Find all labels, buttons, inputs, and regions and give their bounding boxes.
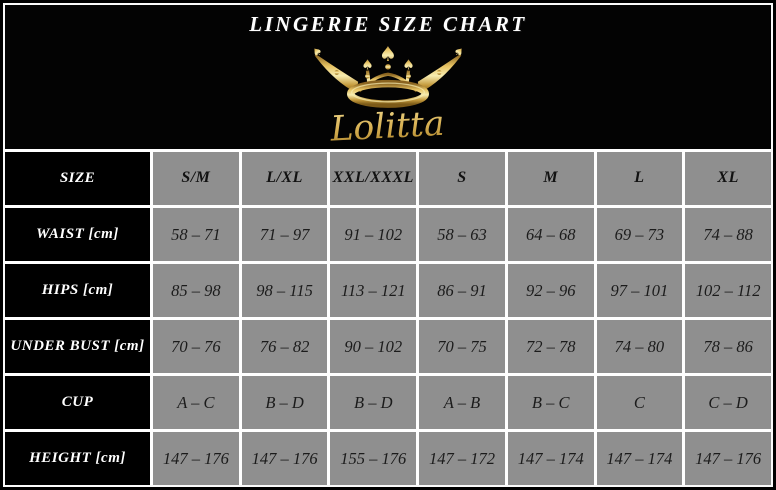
table-cell: 147 – 176 xyxy=(153,432,239,485)
column-header: M xyxy=(507,152,594,205)
table-cell: 74 – 88 xyxy=(685,208,771,261)
table-cell: 97 – 101 xyxy=(596,264,683,317)
column-header: L/XL xyxy=(241,152,328,205)
spade-finial-icon: ♠ xyxy=(309,44,325,60)
column-header: S/M xyxy=(153,152,239,205)
table-cell: 58 – 63 xyxy=(419,208,505,261)
table-cell: 85 – 98 xyxy=(153,264,239,317)
row-label-under-bust: UNDER BUST [cm] xyxy=(5,320,150,373)
table-cell: 58 – 71 xyxy=(153,208,239,261)
table-cell: 155 – 176 xyxy=(330,432,417,485)
table-cell: B – D xyxy=(241,376,328,429)
page-title: LINGERIE SIZE CHART xyxy=(249,12,527,36)
table-cell: A – C xyxy=(153,376,239,429)
column-header: S xyxy=(419,152,505,205)
row-label-cup: CUP xyxy=(5,376,150,429)
table-cell: 90 – 102 xyxy=(330,320,417,373)
spade-finial-icon: ♠ xyxy=(361,58,374,74)
table-cell: B – C xyxy=(507,376,594,429)
chart-header: LINGERIE SIZE CHART xyxy=(5,5,771,149)
brand-name: Lolitta xyxy=(329,104,446,147)
row-label-waist: WAIST [cm] xyxy=(5,208,150,261)
table-cell: 91 – 102 xyxy=(330,208,417,261)
table-cell: 147 – 176 xyxy=(685,432,771,485)
size-table: SIZE S/M L/XL XXL/XXXL S M L XL WAIST [c… xyxy=(5,149,771,485)
crown-icon: ♠ ♠ ♠ ♠ ♠ Lolitta xyxy=(309,42,467,147)
table-cell: 72 – 78 xyxy=(507,320,594,373)
spade-finial-icon: ♠ xyxy=(379,42,397,66)
table-cell: B – D xyxy=(330,376,417,429)
table-cell: 69 – 73 xyxy=(596,208,683,261)
table-cell: 76 – 82 xyxy=(241,320,328,373)
table-cell: 74 – 80 xyxy=(596,320,683,373)
column-header: XXL/XXXL xyxy=(330,152,417,205)
corner-header-size: SIZE xyxy=(5,152,150,205)
table-cell: 70 – 76 xyxy=(153,320,239,373)
spade-finial-icon: ♠ xyxy=(402,58,415,74)
table-cell: A – B xyxy=(419,376,505,429)
table-cell: 98 – 115 xyxy=(241,264,328,317)
row-label-hips: HIPS [cm] xyxy=(5,264,150,317)
table-cell: C – D xyxy=(685,376,771,429)
table-cell: 102 – 112 xyxy=(685,264,771,317)
table-cell: 64 – 68 xyxy=(507,208,594,261)
row-label-height: HEIGHT [cm] xyxy=(5,432,150,485)
table-cell: 113 – 121 xyxy=(330,264,417,317)
table-cell: 147 – 174 xyxy=(596,432,683,485)
column-header: L xyxy=(596,152,683,205)
table-cell: 86 – 91 xyxy=(419,264,505,317)
table-cell: 70 – 75 xyxy=(419,320,505,373)
table-cell: 147 – 172 xyxy=(419,432,505,485)
table-cell: 147 – 174 xyxy=(507,432,594,485)
table-cell: 92 – 96 xyxy=(507,264,594,317)
table-cell: 71 – 97 xyxy=(241,208,328,261)
table-cell: C xyxy=(596,376,683,429)
chart-frame: LINGERIE SIZE CHART xyxy=(3,3,773,487)
spade-finial-icon: ♠ xyxy=(451,44,467,60)
column-header: XL xyxy=(685,152,771,205)
table-cell: 147 – 176 xyxy=(241,432,328,485)
brand-logo: ♠ ♠ ♠ ♠ ♠ Lolitta xyxy=(5,37,771,147)
table-cell: 78 – 86 xyxy=(685,320,771,373)
